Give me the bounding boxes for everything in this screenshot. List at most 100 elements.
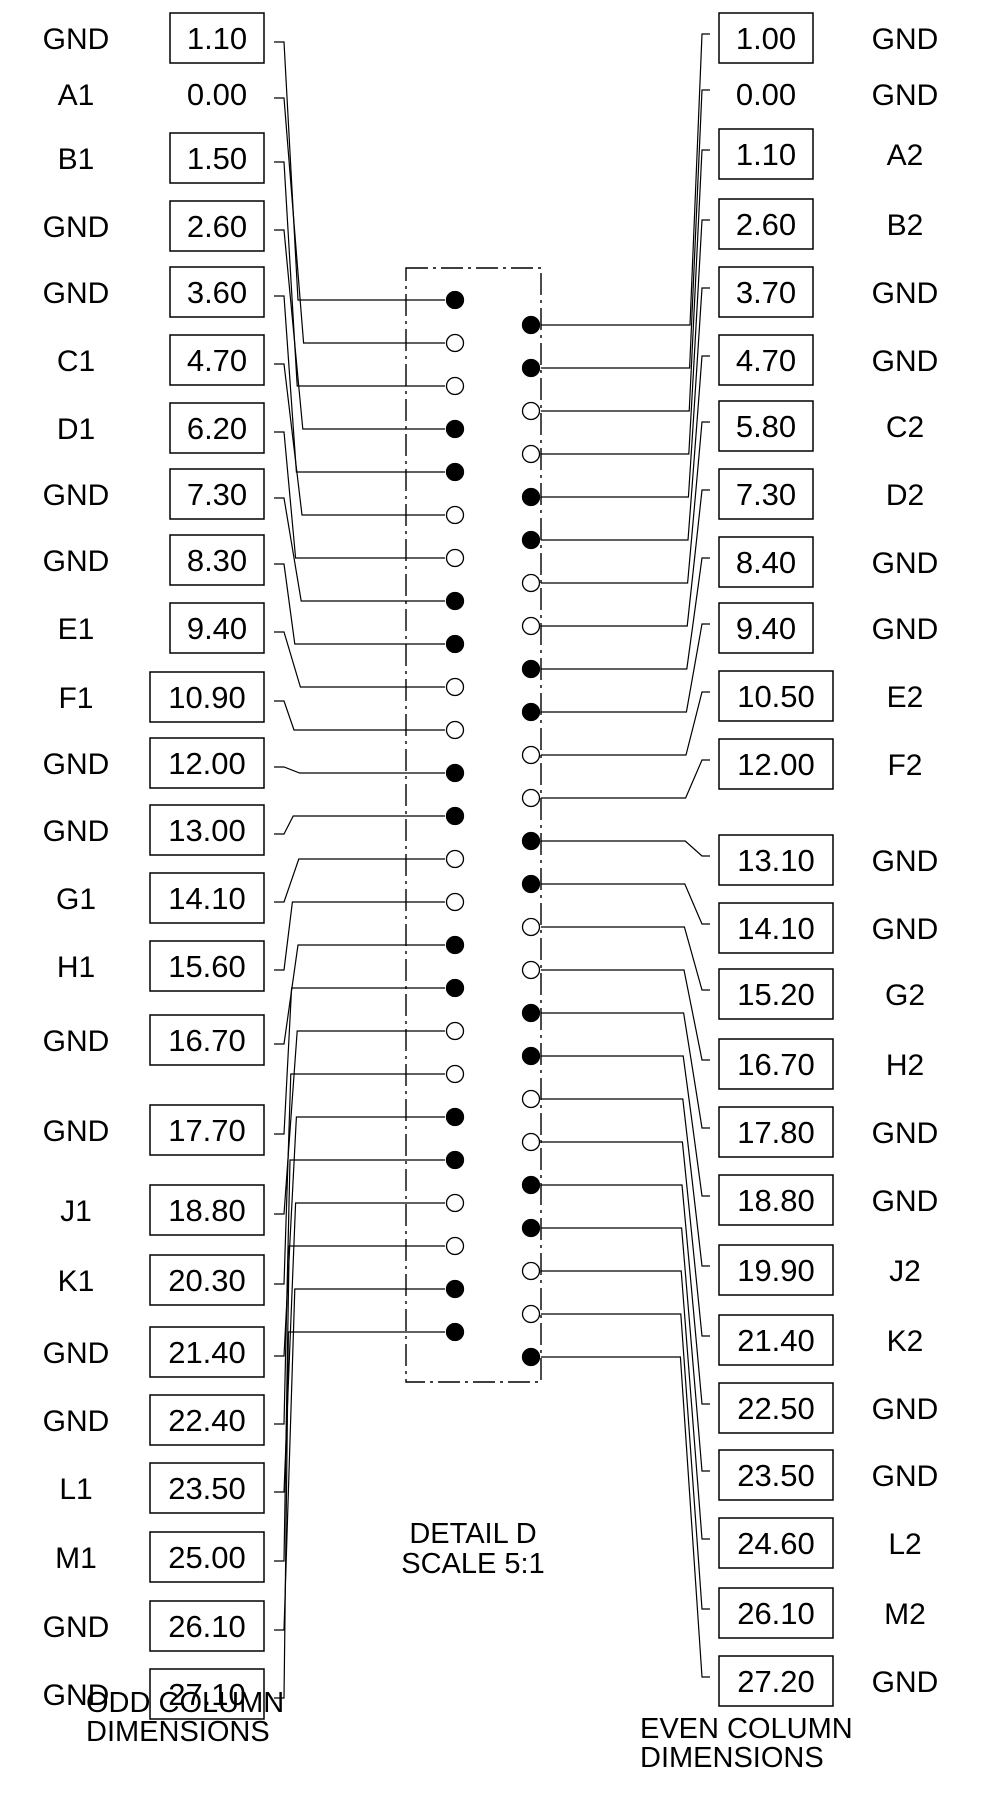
odd-dimension-box <box>169 468 265 520</box>
odd-label: GND <box>43 1115 110 1148</box>
even-pin-gnd <box>521 1218 541 1238</box>
even-dimension-value: 15.20 <box>737 977 815 1012</box>
even-label: GND <box>872 23 939 56</box>
even-dimension-box <box>718 12 814 64</box>
odd-label: E1 <box>58 613 95 646</box>
even-pin-a2 <box>521 401 541 421</box>
odd-dimension-box <box>149 1254 265 1306</box>
odd-leader-line <box>274 363 445 516</box>
detail-title: DETAIL D <box>409 1518 536 1550</box>
odd-label: GND <box>43 479 110 512</box>
odd-leader-line <box>274 944 445 1045</box>
odd-pin-gnd <box>445 591 465 611</box>
leader-lines <box>274 33 710 1699</box>
even-dimension-value: 21.40 <box>737 1323 815 1358</box>
odd-leader-line <box>274 1030 445 1215</box>
odd-dimension-box <box>169 334 265 386</box>
odd-label: GND <box>43 211 110 244</box>
odd-leader-line <box>274 766 445 774</box>
even-pin-e2 <box>521 745 541 765</box>
even-label: K2 <box>887 1325 924 1358</box>
even-pin-l2 <box>521 1261 541 1281</box>
odd-leader-line <box>274 431 445 559</box>
even-dimension-box <box>718 1517 834 1569</box>
odd-dimension-box <box>169 402 265 454</box>
odd-leader-line <box>274 1159 445 1425</box>
even-dimension-box <box>718 1244 834 1296</box>
even-label: L2 <box>888 1528 921 1561</box>
even-label: GND <box>872 845 939 878</box>
odd-leader-line <box>274 1116 445 1357</box>
even-dimension-box <box>718 198 814 250</box>
even-dimension-value: 18.80 <box>737 1183 815 1218</box>
odd-pin-gnd <box>445 763 465 783</box>
even-label: B2 <box>887 209 924 242</box>
even-leader-line <box>541 1313 710 1610</box>
even-leader-line <box>541 1098 710 1267</box>
odd-label: J1 <box>60 1195 92 1228</box>
even-pin-gnd <box>521 659 541 679</box>
even-pin-gnd <box>521 358 541 378</box>
odd-dimension-value: 22.40 <box>168 1403 246 1438</box>
odd-leader-line <box>274 161 445 387</box>
even-pin-gnd <box>521 1347 541 1367</box>
even-dimension-box <box>718 1382 834 1434</box>
odd-label: GND <box>43 1611 110 1644</box>
odd-dimension-box <box>149 1326 265 1378</box>
even-dimension-box <box>718 334 814 386</box>
even-leader-line <box>541 1227 710 1472</box>
odd-dimension-value: 1.50 <box>187 141 247 176</box>
odd-pin-c1 <box>445 505 465 525</box>
even-label: GND <box>872 613 939 646</box>
odd-pin-gnd <box>445 290 465 310</box>
odd-pin-l1 <box>445 1193 465 1213</box>
odd-dimension-value: 17.70 <box>168 1113 246 1148</box>
odd-label: GND <box>43 1679 110 1712</box>
odd-pin-gnd <box>445 419 465 439</box>
detail-scale: SCALE 5:1 <box>401 1548 544 1580</box>
odd-leader-line <box>274 1245 445 1562</box>
odd-dimension-value: 6.20 <box>187 411 247 446</box>
even-dimension-box <box>718 400 814 452</box>
odd-label: L1 <box>59 1473 92 1506</box>
odd-leader-line <box>274 700 445 731</box>
even-leader-line <box>541 219 710 455</box>
even-dimension-value: 5.80 <box>736 409 796 444</box>
odd-label: GND <box>43 1405 110 1438</box>
odd-pin-j1 <box>445 1021 465 1041</box>
even-dimension-box <box>718 1106 834 1158</box>
odd-dimension-value: 27.10 <box>168 1677 246 1712</box>
even-label: G2 <box>885 979 925 1012</box>
even-leader-line <box>541 355 710 541</box>
odd-label: M1 <box>55 1542 97 1575</box>
odd-leader-line <box>274 815 445 835</box>
even-dimension-value: 26.10 <box>737 1596 815 1631</box>
odd-leader-line <box>274 1331 445 1699</box>
even-dimension-value: 10.50 <box>737 679 815 714</box>
odd-dimension-value: 7.30 <box>187 477 247 512</box>
even-leader-line <box>541 1055 710 1197</box>
even-dimension-value: 24.60 <box>737 1526 815 1561</box>
even-dimension-box <box>718 902 834 954</box>
even-leader-line <box>541 926 710 991</box>
odd-column-dimensions: GND 1.10 A1 0.00 B1 1.50 GND 2.60 GND 3.60 C1 4.70 D… <box>43 12 265 1720</box>
even-dimension-value: 12.00 <box>737 747 815 782</box>
even-leader-line <box>541 969 710 1061</box>
odd-pin-gnd <box>445 978 465 998</box>
even-leader-line <box>541 1141 710 1337</box>
odd-dimension-box <box>149 1462 265 1514</box>
even-label: M2 <box>884 1598 926 1631</box>
odd-dimension-box <box>169 266 265 318</box>
odd-leader-line <box>274 295 445 473</box>
even-label: GND <box>872 1185 939 1218</box>
even-dimension-value: 27.20 <box>737 1664 815 1699</box>
even-pin-b2 <box>521 444 541 464</box>
odd-leader-line <box>274 41 445 301</box>
odd-pin-gnd <box>445 462 465 482</box>
even-column-dimensions: GND 1.00 GND 0.00 A2 1.10 B2 2.60 GND 3.70 GND 4.70… <box>718 12 939 1707</box>
even-dimension-value: 7.30 <box>736 477 796 512</box>
even-leader-line <box>541 557 710 670</box>
odd-pin-g1 <box>445 849 465 869</box>
odd-label: C1 <box>57 345 95 378</box>
